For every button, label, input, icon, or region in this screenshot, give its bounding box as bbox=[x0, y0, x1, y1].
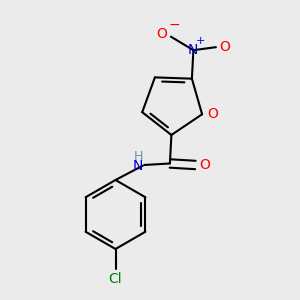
Text: H: H bbox=[134, 150, 143, 163]
Text: O: O bbox=[208, 107, 218, 121]
Text: O: O bbox=[220, 40, 230, 54]
Text: N: N bbox=[187, 43, 198, 57]
Text: O: O bbox=[200, 158, 211, 172]
Text: +: + bbox=[196, 36, 206, 46]
Text: N: N bbox=[133, 159, 143, 172]
Text: −: − bbox=[168, 18, 180, 32]
Text: O: O bbox=[156, 27, 167, 41]
Text: Cl: Cl bbox=[109, 272, 122, 286]
